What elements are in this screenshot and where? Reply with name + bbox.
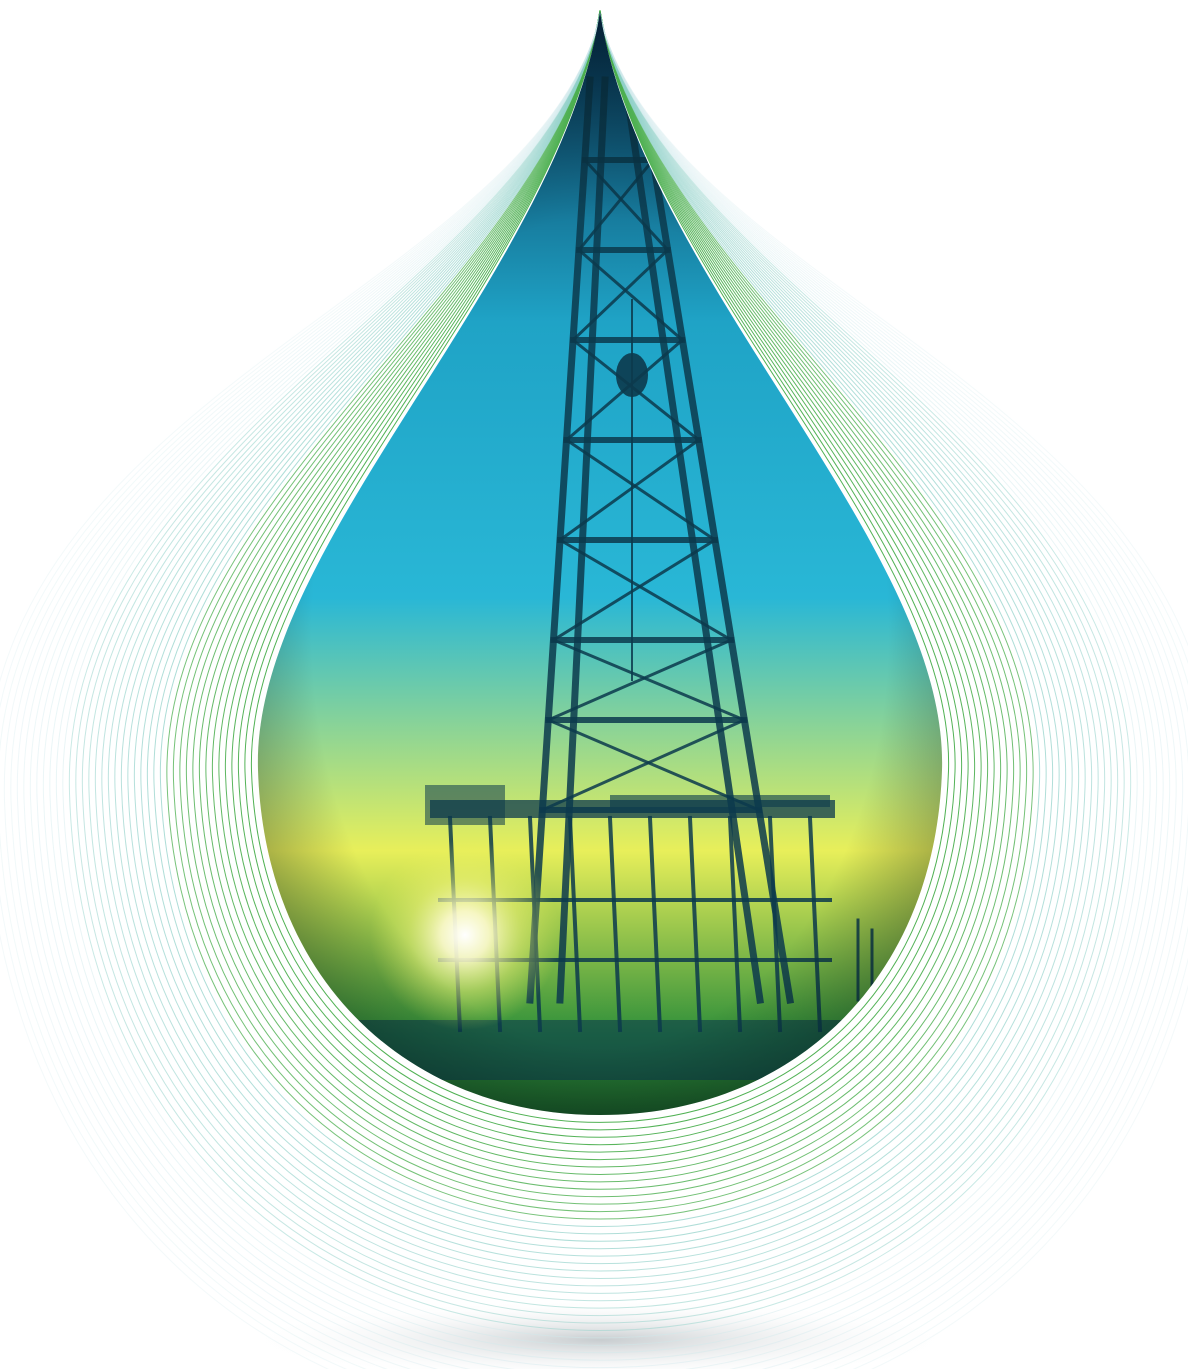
contour-line — [244, 10, 956, 1131]
floor-shadow — [240, 1300, 960, 1369]
contour-line — [23, 17, 1177, 1369]
contour-line — [81, 15, 1119, 1317]
contour-line — [231, 10, 969, 1146]
contour-line — [0, 16, 1188, 1369]
contour-line — [211, 11, 989, 1168]
contour-line — [101, 14, 1099, 1294]
contour-line — [3, 15, 1188, 1369]
contour-line — [62, 15, 1138, 1339]
contour-line — [36, 16, 1164, 1369]
contour-line — [75, 15, 1125, 1324]
contour-line — [218, 11, 982, 1161]
contour-line — [94, 14, 1106, 1302]
contour-line — [179, 12, 1021, 1205]
contour-line — [120, 14, 1080, 1272]
contour-line — [88, 15, 1112, 1309]
contour-line — [29, 16, 1171, 1369]
contour-line — [166, 12, 1034, 1220]
contour-line — [237, 10, 963, 1138]
contour-line — [224, 10, 976, 1153]
contour-line — [172, 12, 1028, 1213]
contour-line — [159, 12, 1041, 1227]
contour-line — [140, 13, 1060, 1250]
contour-line — [68, 15, 1132, 1331]
contour-line — [192, 11, 1008, 1190]
contour-line — [0, 16, 1188, 1369]
contour-line — [107, 14, 1093, 1287]
contour-lines — [0, 10, 1188, 1369]
contour-line — [114, 14, 1086, 1279]
contour-line — [16, 17, 1184, 1369]
contour-line — [198, 11, 1002, 1183]
contour-line — [146, 13, 1054, 1242]
contour-line — [0, 16, 1188, 1369]
contour-line — [10, 15, 1188, 1369]
contour-line — [127, 13, 1073, 1265]
contour-line — [42, 16, 1158, 1361]
contour-line — [185, 12, 1015, 1198]
contour-line — [49, 16, 1151, 1354]
contour-line — [250, 10, 950, 1123]
contour-line — [133, 13, 1067, 1257]
contour-line — [205, 11, 995, 1175]
droplet-window — [257, 12, 943, 1115]
contour-line — [55, 16, 1145, 1346]
contour-line — [153, 13, 1047, 1235]
